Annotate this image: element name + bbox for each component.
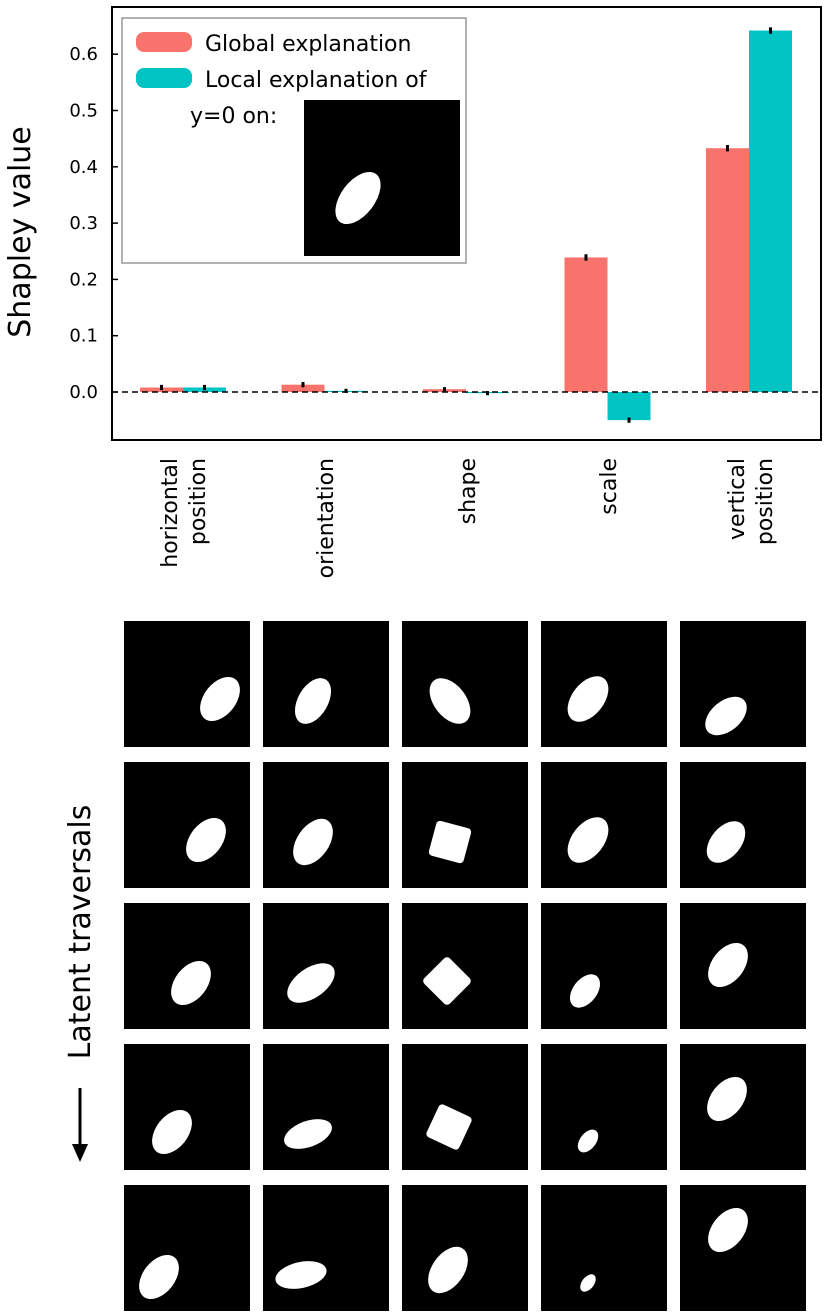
traversal-blob bbox=[171, 960, 211, 1006]
legend-swatch-global bbox=[136, 32, 192, 52]
y-tick-label: 0.2 bbox=[69, 269, 98, 290]
y-ticks: 0.0 0.1 0.2 0.3 0.4 0.5 0.6 bbox=[69, 44, 118, 403]
traversal-cell bbox=[541, 1044, 667, 1170]
traversal-cell bbox=[680, 1185, 806, 1311]
traversal-blob bbox=[293, 818, 333, 866]
traversal-blob bbox=[152, 1109, 192, 1155]
traversal-blob bbox=[428, 1246, 468, 1294]
y-tick-label: 0.4 bbox=[69, 157, 98, 178]
traversal-cell bbox=[124, 1044, 250, 1170]
traversal-square bbox=[428, 820, 472, 864]
y-tick-label: 0.3 bbox=[69, 213, 98, 234]
traversal-cell bbox=[402, 1044, 528, 1170]
traversal-blob bbox=[287, 963, 335, 1003]
legend-thumbnail-ellipse bbox=[335, 171, 381, 225]
bar-global-1 bbox=[281, 384, 325, 392]
y-tick-label: 0.5 bbox=[69, 101, 98, 122]
traversal-blob bbox=[580, 1274, 596, 1292]
traversal-cell bbox=[680, 1044, 806, 1170]
traversal-blob bbox=[200, 676, 240, 722]
traversal-grid bbox=[124, 621, 806, 1311]
traversal-cell bbox=[263, 1185, 389, 1311]
category-label-1: orientation bbox=[314, 458, 339, 578]
legend-swatch-local bbox=[136, 68, 192, 88]
traversal-blob bbox=[705, 696, 747, 736]
traversal-blob bbox=[569, 974, 601, 1008]
traversal-blob bbox=[429, 678, 471, 724]
traversal-blob bbox=[708, 942, 748, 988]
traversal-blob bbox=[707, 1076, 747, 1122]
category-label-4: vertical bbox=[725, 458, 750, 540]
category-label-2: shape bbox=[456, 458, 481, 524]
traversal-blob bbox=[284, 1119, 332, 1149]
traversal-blob bbox=[275, 1261, 327, 1289]
traversal-cell bbox=[402, 621, 528, 747]
y-tick-label: 0.1 bbox=[69, 326, 98, 347]
bar-local-4 bbox=[749, 30, 792, 393]
traversal-cell bbox=[541, 1185, 667, 1311]
plot-frame bbox=[111, 6, 822, 441]
legend: Global explanation Local explanation of … bbox=[121, 17, 467, 264]
traversal-blob bbox=[567, 676, 609, 722]
category-label-0: position bbox=[186, 458, 211, 545]
traversal-cell bbox=[680, 762, 806, 888]
category-label-4: position bbox=[753, 458, 778, 545]
category-label-0: horizontal bbox=[158, 458, 183, 568]
legend-label-local: Local explanation of bbox=[205, 68, 428, 93]
legend-label-global: Global explanation bbox=[205, 32, 411, 57]
legend-label-extra: y=0 on: bbox=[190, 104, 277, 129]
traversal-blob bbox=[186, 817, 226, 863]
traversal-blob bbox=[567, 817, 609, 863]
traversal-square bbox=[426, 1104, 472, 1150]
category-label-3: scale bbox=[597, 458, 622, 515]
traversal-cell bbox=[402, 762, 528, 888]
traversal-blob bbox=[706, 821, 746, 863]
traversal-cell bbox=[402, 1185, 528, 1311]
traversal-cell bbox=[541, 903, 667, 1029]
bar-global-3 bbox=[564, 257, 608, 392]
bars bbox=[140, 30, 792, 421]
legend-thumbnail bbox=[304, 100, 460, 256]
traversal-blob bbox=[708, 1207, 748, 1253]
traversal-blob bbox=[294, 678, 332, 724]
category-labels: horizontal position orientation shape scale v… bbox=[158, 458, 778, 578]
traversal-blob bbox=[577, 1129, 599, 1153]
traversal-cell bbox=[124, 762, 250, 888]
traversal-cell bbox=[263, 1044, 389, 1170]
traversal-blob bbox=[139, 1254, 179, 1300]
y-tick-label: 0.0 bbox=[69, 382, 98, 403]
bar-global-4 bbox=[706, 148, 749, 392]
traversal-label: Latent traversals bbox=[63, 805, 98, 1060]
traversal-cell bbox=[680, 621, 806, 747]
y-axis-label: Shapley value bbox=[3, 126, 38, 338]
traversal-cell bbox=[402, 903, 528, 1029]
bar-local-3 bbox=[607, 392, 651, 421]
y-tick-label: 0.6 bbox=[69, 44, 98, 65]
traversal-square bbox=[423, 957, 471, 1005]
traversal-arrow-head bbox=[72, 1144, 88, 1162]
